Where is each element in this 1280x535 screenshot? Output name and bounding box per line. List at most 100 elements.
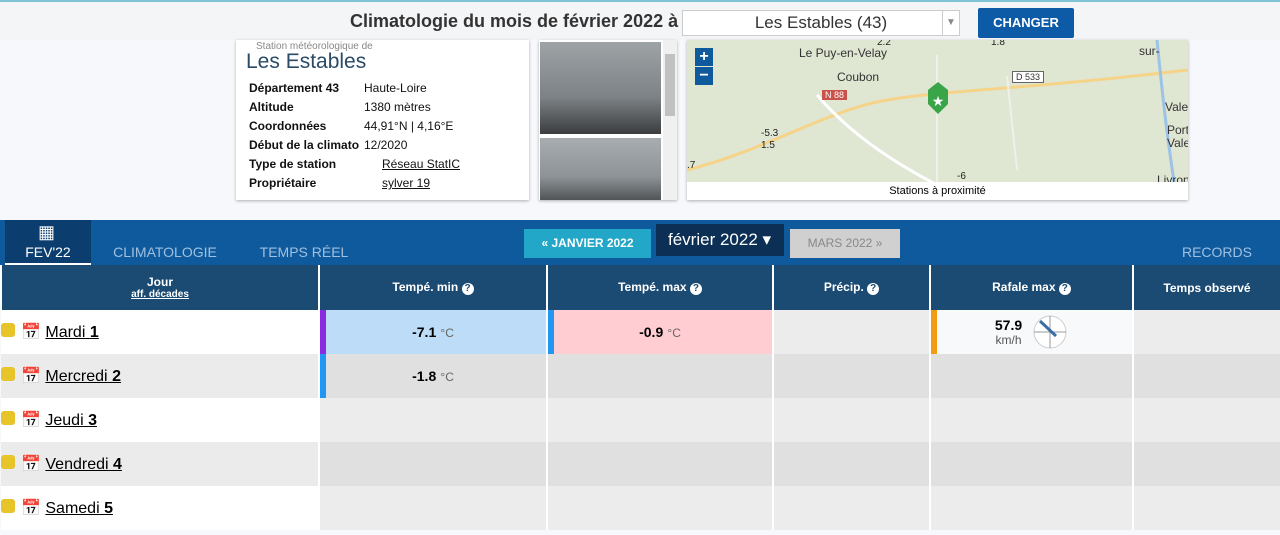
calendar-icon: 📅: [21, 368, 46, 385]
zoom-in[interactable]: +: [695, 48, 713, 66]
map-label: Valer: [1167, 136, 1188, 150]
day-number: 5: [104, 500, 113, 517]
svg-text:★: ★: [932, 93, 945, 109]
field-label: Propriétaire: [249, 176, 317, 190]
temp-unit: °C: [440, 369, 454, 384]
scrollbar[interactable]: [663, 40, 677, 200]
tab[interactable]: CLIMATOLOGIE: [113, 244, 217, 260]
month-select[interactable]: février 2022 ▾: [656, 224, 784, 256]
field-label: Altitude: [249, 100, 294, 114]
value-cell: -0.9 °C: [546, 310, 773, 354]
change-button[interactable]: CHANGER: [978, 8, 1074, 38]
cell-marker: [320, 354, 326, 398]
value-cell: [546, 398, 773, 442]
day-cell: 📅 Mardi 1: [1, 310, 319, 354]
field-value: 44,91°N | 4,16°E: [364, 119, 454, 133]
calendar-icon: 📅: [21, 324, 46, 341]
day-link[interactable]: Samedi 5: [45, 500, 113, 517]
header-text: Rafale max ?: [931, 280, 1132, 295]
day-cell: 📅 Samedi 5: [1, 486, 319, 530]
map-label: Portes: [1167, 123, 1188, 137]
map-tiles: ★: [687, 40, 1188, 200]
map-reading: 1.5: [761, 140, 775, 151]
temp-unit: °C: [667, 325, 681, 340]
day-cell: 📅 Vendredi 4: [1, 442, 319, 486]
value-cell: [929, 398, 1133, 442]
day-row: 📅 Samedi 5: [1, 486, 1280, 530]
field-value: 12/2020: [364, 138, 408, 152]
help-icon[interactable]: ?: [461, 283, 474, 295]
prev-month[interactable]: « JANVIER 2022: [524, 229, 651, 258]
nav-bar: FEV'22 ▦ CLIMATOLOGIE TEMPS RÉEL « JANVI…: [0, 220, 1280, 265]
cell-marker: [320, 310, 326, 354]
value-cell: [772, 398, 930, 442]
help-icon[interactable]: ?: [1058, 283, 1071, 295]
day-link[interactable]: Mardi 1: [45, 324, 98, 341]
value-cell: [1132, 310, 1280, 354]
map: ★ Le Puy-en-Velay Coubon N 88 D 533 Vale Port…: [687, 40, 1188, 200]
value-cell: -7.1 °C: [318, 310, 547, 354]
map-reading: -5.3: [761, 128, 779, 139]
value-cell: [772, 442, 930, 486]
zoom-out[interactable]: −: [695, 67, 713, 85]
next-month: MARS 2022 »: [790, 229, 900, 258]
column-header: Temps observé: [1132, 265, 1280, 310]
header-text: Temps observé: [1163, 280, 1251, 295]
gust-value: 57.9: [994, 317, 1023, 333]
day-name: Mercredi: [45, 368, 108, 385]
day-row: 📅 Mercredi 2 -1.8 °C: [1, 354, 1280, 398]
help-icon[interactable]: ?: [867, 283, 880, 295]
calendar-icon: 📅: [21, 500, 46, 517]
climate-table: Jour aff. décades Tempé. min ? Tempé. max ?…: [0, 265, 1280, 530]
value-cell: [1132, 354, 1280, 398]
day-number: 1: [89, 324, 99, 341]
day-link[interactable]: Mercredi 2: [45, 368, 121, 385]
decades-link[interactable]: aff. décades: [131, 289, 189, 300]
value-cell: [772, 486, 930, 530]
map-reading: 1.8: [991, 40, 1005, 48]
value-cell: [546, 486, 773, 530]
help-icon[interactable]: ?: [689, 283, 702, 295]
field-value[interactable]: sylver 19: [382, 176, 431, 190]
day-row: 📅 Mardi 1 -7.1 °C -0.9 °C 57.9 km/h: [1, 310, 1280, 354]
day-name: Samedi: [45, 500, 100, 517]
weather-icon: [1, 367, 15, 381]
tab[interactable]: FEV'22: [25, 244, 71, 260]
value-cell: [546, 442, 773, 486]
day-link[interactable]: Jeudi 3: [45, 412, 97, 429]
value-cell: [1132, 442, 1280, 486]
active-tab[interactable]: [5, 220, 91, 265]
value-cell: [1132, 486, 1280, 530]
gust-block: 57.9 km/h: [995, 317, 1022, 347]
value-cell: [772, 310, 930, 354]
temp-unit: °C: [440, 325, 454, 340]
calendar-icon: 📅: [21, 412, 46, 429]
records-tab[interactable]: RECORDS: [1181, 244, 1252, 260]
weather-icon: [1, 499, 15, 513]
weather-icon: [1, 411, 15, 425]
value-cell: 57.9 km/h: [929, 310, 1133, 354]
value-cell: [546, 354, 773, 398]
temp-value: -1.8: [412, 367, 437, 384]
map-label: N 88: [822, 90, 848, 100]
weather-icon: [1, 455, 15, 469]
map-label: Le Puy-en-Velay: [799, 46, 888, 60]
map-reading: .7: [687, 160, 696, 171]
cell-marker: [548, 310, 554, 354]
map-label: sur-: [1139, 44, 1160, 58]
day-link[interactable]: Vendredi 4: [45, 456, 122, 473]
station-select[interactable]: Les Estables (43) ▼: [682, 10, 960, 36]
field-value[interactable]: Réseau StatIC: [382, 157, 461, 171]
header-text: Tempé. min ?: [320, 280, 546, 295]
map-label: Coubon: [837, 70, 880, 84]
header-text: Jour: [146, 275, 173, 289]
tab[interactable]: TEMPS RÉEL: [259, 244, 349, 260]
column-header: Tempé. max ?: [546, 265, 773, 310]
value-cell: [929, 442, 1133, 486]
column-header: Rafale max ?: [929, 265, 1133, 310]
tab-icon: ▦: [38, 222, 56, 242]
top-bar: Climatologie du mois de février 2022 à L…: [0, 0, 1280, 40]
day-cell: 📅 Mercredi 2: [1, 354, 319, 398]
station-select-text: Les Estables (43): [754, 13, 888, 32]
cell-marker: [931, 310, 937, 354]
